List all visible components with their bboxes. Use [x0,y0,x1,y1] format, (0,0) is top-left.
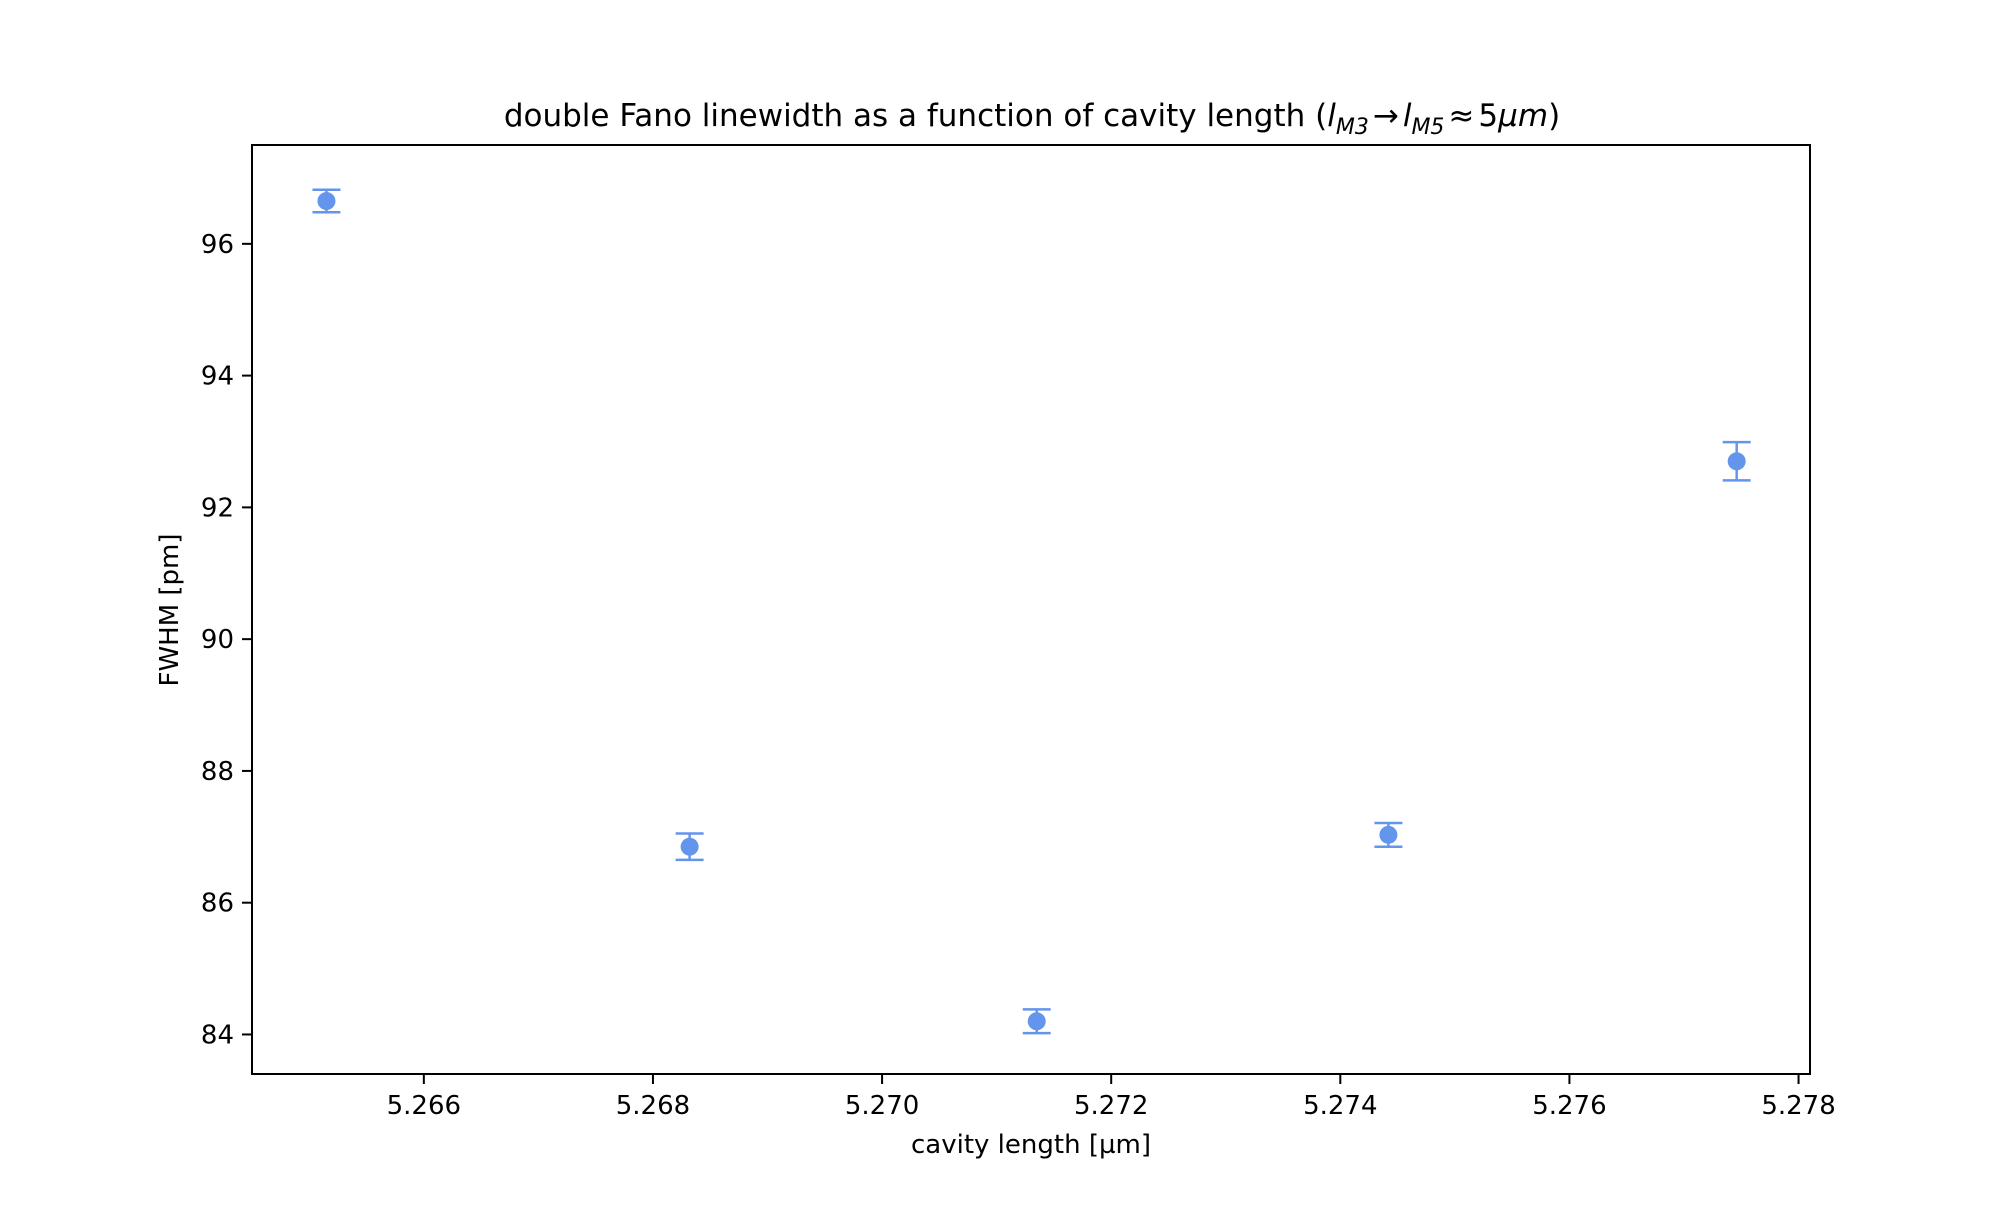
y-axis-ticks: 84 86 88 90 92 94 96 [201,230,252,1050]
x-tick-label: 5.266 [387,1091,461,1121]
data-point-group [1022,1008,1051,1035]
data-point-group [312,188,341,214]
x-axis-ticks: 5.266 5.268 5.270 5.272 5.274 5.276 5.278 [387,1074,1836,1121]
data-point [1027,1012,1046,1031]
y-tick-label: 94 [201,362,234,392]
plot-area-frame [251,144,1811,1075]
x-tick-label: 5.274 [1303,1091,1377,1121]
data-point [680,837,699,856]
data-point-group [1722,440,1751,482]
x-tick-label: 5.268 [616,1091,690,1121]
x-axis-label: cavity length [µm] [911,1130,1151,1160]
y-tick-label: 92 [201,493,234,523]
x-tick-label: 5.276 [1532,1091,1606,1121]
data-point [1379,825,1398,844]
y-tick-label: 88 [201,757,234,787]
x-tick-label: 5.272 [1074,1091,1148,1121]
x-tick-label: 5.278 [1761,1091,1835,1121]
y-tick-label: 96 [201,230,234,260]
chart-title: double Fano linewidth as a function of c… [504,98,1560,140]
data-point-group [675,832,704,862]
y-tick-label: 90 [201,625,234,655]
data-point [317,192,336,211]
x-tick-label: 5.270 [845,1091,919,1121]
y-tick-label: 84 [201,1020,234,1050]
y-tick-label: 86 [201,889,234,919]
y-axis-label: FWHM [pm] [155,533,185,686]
data-point [1727,452,1746,471]
data-point-group [1374,821,1403,848]
data-points [312,188,1751,1035]
